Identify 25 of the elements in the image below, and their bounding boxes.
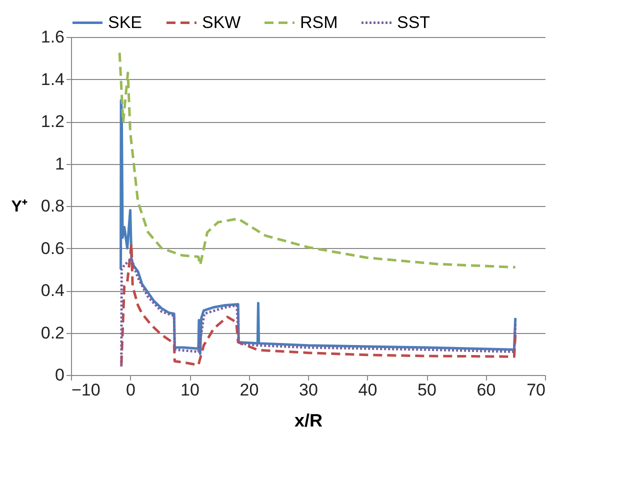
x-tick-label: −10	[72, 380, 100, 400]
y-tick-label: 0.8	[40, 196, 64, 216]
y-tick-label: 0	[55, 366, 64, 384]
y-tick-label: 1.2	[40, 112, 64, 131]
x-tick-label: 60	[476, 380, 496, 400]
x-axis-title: x/R	[294, 410, 323, 430]
y-tick-label: 0.6	[40, 238, 64, 258]
y-tick-label: 1	[55, 154, 64, 174]
legend-label: SKW	[202, 12, 241, 32]
line-series	[118, 52, 517, 269]
x-tick-label: 10	[180, 380, 200, 400]
x-tick-label: 30	[299, 380, 318, 400]
x-tick-label: 70	[526, 380, 546, 400]
legend-label: SKE	[108, 12, 142, 32]
x-tick-label: 20	[240, 380, 259, 400]
y-tick-label: 0.2	[40, 323, 64, 342]
y-axis-title: Y⁺	[11, 198, 28, 216]
y-tick-label: 1.4	[40, 70, 64, 89]
legend-label: SST	[397, 12, 430, 32]
x-tick-label: 40	[358, 380, 378, 400]
y-tick-label: 0.4	[40, 281, 64, 300]
y-tick-label: 1.6	[40, 28, 64, 46]
legend-label: RSM	[300, 12, 338, 32]
x-tick-label: 0	[126, 380, 136, 400]
x-tick-label: 50	[418, 380, 436, 400]
